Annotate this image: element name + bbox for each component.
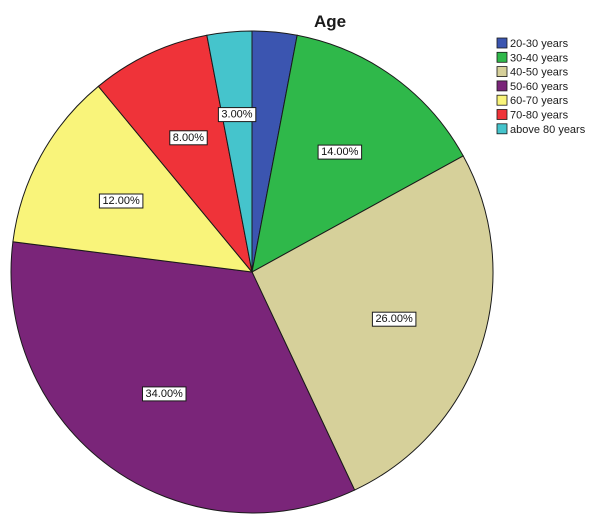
legend-swatch <box>496 109 508 120</box>
legend-label: 60-70 years <box>510 95 569 107</box>
pie-data-label: 14.00% <box>317 144 363 160</box>
legend-label: 50-60 years <box>510 81 569 93</box>
legend-swatch <box>496 94 508 106</box>
pie-data-label: 26.00% <box>371 311 417 327</box>
pie-data-label: 3.00% <box>217 107 257 123</box>
legend-label: 20-30 years <box>510 38 569 50</box>
legend: 20-30 years 30-40 years 40-50 years 50-60 y… <box>496 37 586 136</box>
pie-slice-above-80-years <box>206 30 253 273</box>
legend-swatch <box>496 80 508 92</box>
legend-label: 30-40 years <box>510 52 569 64</box>
pie-data-label-text: 14.00% <box>321 146 359 158</box>
pie-data-label-box <box>142 386 187 402</box>
pie-data-label-box <box>98 193 144 209</box>
pie-slices <box>10 30 494 514</box>
legend-swatch <box>496 66 508 77</box>
legend-label: 70-80 years <box>510 110 569 122</box>
pie-data-label: 12.00% <box>98 193 144 209</box>
legend-swatch <box>496 51 508 63</box>
pie-data-label-box <box>371 311 417 327</box>
pie-slice-70-80-years <box>97 34 253 273</box>
pie-data-label-text: 34.00% <box>146 388 184 400</box>
pie-data-label-text: 8.00% <box>173 132 204 144</box>
legend-label: 40-50 years <box>510 67 569 79</box>
pie-data-label-text: 26.00% <box>375 313 413 325</box>
pie-data-labels: 14.00% 26.00% 34.00% 12.00% 8.00% 3.00% <box>98 107 417 402</box>
pie-data-label: 34.00% <box>142 386 187 402</box>
pie-data-label-text: 3.00% <box>221 109 252 121</box>
pie-data-label-box <box>169 130 208 146</box>
legend-label: above 80 years <box>510 124 586 136</box>
pie-data-label-box <box>317 144 363 160</box>
pie-data-label-box <box>217 107 257 123</box>
pie-slice-50-60-years <box>10 241 356 514</box>
chart-title: Age <box>313 12 347 31</box>
legend-swatch <box>496 123 508 135</box>
pie-data-label-text: 12.00% <box>102 195 140 207</box>
pie-data-label: 8.00% <box>169 130 208 146</box>
legend-swatch <box>496 37 508 49</box>
pie-slice-60-70-years <box>12 85 254 273</box>
